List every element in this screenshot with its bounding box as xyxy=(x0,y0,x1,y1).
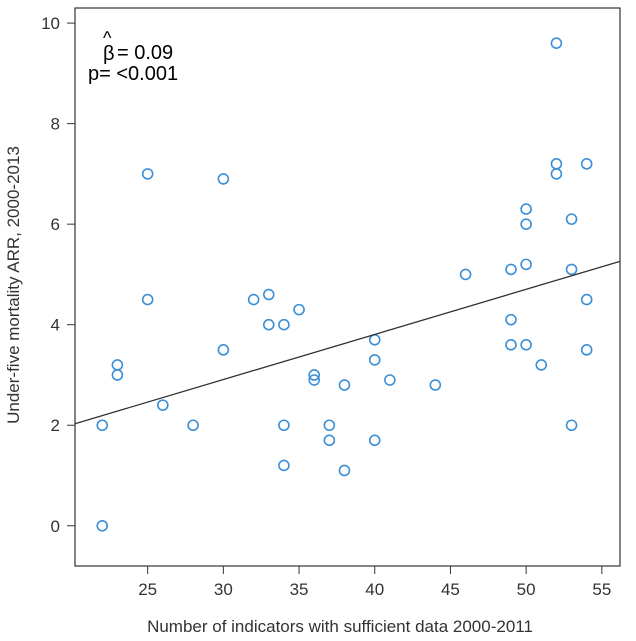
y-tick-label: 10 xyxy=(41,14,60,33)
data-point xyxy=(262,288,275,301)
data-point xyxy=(384,374,396,386)
data-point xyxy=(262,318,275,331)
data-point xyxy=(278,318,290,331)
data-point xyxy=(550,168,563,180)
data-point xyxy=(535,359,548,371)
data-point xyxy=(580,293,593,306)
data-point xyxy=(338,379,351,391)
data-point xyxy=(323,419,336,432)
data-point xyxy=(247,293,260,306)
data-point xyxy=(459,268,472,281)
data-point xyxy=(520,339,532,351)
data-point xyxy=(278,459,290,472)
data-point xyxy=(141,293,154,306)
data-point xyxy=(550,158,563,170)
beta-symbol: β xyxy=(103,43,115,65)
data-point xyxy=(293,303,305,316)
data-point xyxy=(429,379,442,391)
plot-frame xyxy=(74,7,621,567)
x-axis: 25 30 35 40 45 50 55 xyxy=(138,566,611,599)
data-point xyxy=(565,419,578,432)
y-tick-label: 8 xyxy=(51,115,60,134)
data-points xyxy=(96,37,593,532)
y-tick-label: 2 xyxy=(51,416,60,435)
data-point xyxy=(505,313,517,326)
data-point xyxy=(308,374,320,386)
data-point xyxy=(111,369,124,381)
data-point xyxy=(96,519,109,532)
beta-value: = 0.09 xyxy=(117,42,173,64)
x-tick-label: 50 xyxy=(517,580,536,599)
data-point xyxy=(141,168,154,180)
data-point xyxy=(368,354,381,366)
data-point xyxy=(520,258,532,271)
data-point xyxy=(157,399,169,411)
data-point xyxy=(217,344,230,356)
x-tick-label: 55 xyxy=(592,580,611,599)
x-tick-label: 40 xyxy=(365,580,384,599)
data-point xyxy=(323,434,336,447)
x-tick-label: 25 xyxy=(138,580,157,599)
data-point xyxy=(111,359,124,371)
y-axis-label: Under-five mortality ARR, 2000-2013 xyxy=(4,146,23,424)
data-point xyxy=(217,173,230,185)
regression-line xyxy=(74,260,621,425)
data-point xyxy=(565,213,578,225)
data-point xyxy=(308,369,320,381)
x-axis-label: Number of indicators with sufficient dat… xyxy=(147,617,533,636)
y-tick-label: 6 xyxy=(51,215,60,234)
data-point xyxy=(550,37,563,49)
data-point xyxy=(505,263,517,276)
data-point xyxy=(580,344,593,356)
p-value: p= <0.001 xyxy=(88,63,178,85)
data-point xyxy=(338,464,351,477)
data-point xyxy=(580,158,593,170)
data-point xyxy=(520,203,532,215)
data-point xyxy=(520,218,532,230)
data-point xyxy=(505,339,517,351)
data-point xyxy=(368,333,381,346)
data-point xyxy=(368,434,381,447)
y-tick-label: 0 xyxy=(51,517,60,536)
x-tick-label: 30 xyxy=(214,580,233,599)
data-point xyxy=(187,419,199,432)
beta-hat: ^ xyxy=(103,28,112,48)
y-axis: 0 2 4 6 8 10 xyxy=(41,14,75,536)
data-point xyxy=(565,263,578,276)
data-point xyxy=(278,419,290,432)
x-tick-label: 35 xyxy=(290,580,309,599)
data-point xyxy=(96,419,109,432)
x-tick-label: 45 xyxy=(441,580,460,599)
y-tick-label: 4 xyxy=(51,316,60,335)
